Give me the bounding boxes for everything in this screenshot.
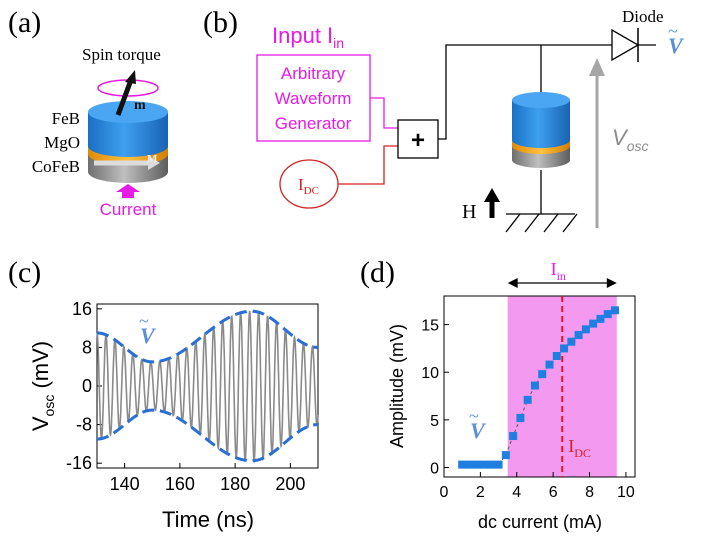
pillar-top xyxy=(88,101,168,123)
m-arrow xyxy=(115,79,134,116)
d-data-point xyxy=(509,432,518,441)
c-vtilde-label: V xyxy=(140,323,157,348)
d-data-point xyxy=(567,337,576,346)
c-xtick-label: 160 xyxy=(165,474,195,494)
circuit-mtj-top xyxy=(512,100,570,148)
d-xtick-label: 10 xyxy=(617,484,635,501)
c-envelope-upper xyxy=(96,309,318,364)
panel-d-chart: 0 2 4 6 8 10 0 5 10 15 Iin IDC V ~ dc current (mA… xyxy=(387,259,636,532)
awg-line-1: Arbitrary xyxy=(281,64,346,83)
d-data-point xyxy=(545,360,554,369)
panel-label-b: (b) xyxy=(203,6,238,39)
svg-text:~: ~ xyxy=(469,406,479,426)
d-data-point xyxy=(552,352,561,361)
adder-box xyxy=(397,119,439,159)
c-oscillation-trace xyxy=(96,310,319,464)
c-xlabel: Time (ns) xyxy=(162,507,254,532)
d-idc-label: IDC xyxy=(568,436,591,460)
current-arrow xyxy=(116,184,140,198)
awg-line-3: Generator xyxy=(275,114,352,133)
awg-wire xyxy=(370,97,398,129)
layer-label-feb: FeB xyxy=(52,109,80,128)
M-arrowhead xyxy=(148,156,160,170)
d-ylabel: Amplitude (mV) xyxy=(387,324,407,448)
d-data-point xyxy=(494,460,503,469)
d-xtick-label: 0 xyxy=(440,484,449,501)
d-data-point xyxy=(610,306,619,315)
adder-plus: + xyxy=(411,127,425,154)
d-ytick-label: 5 xyxy=(430,413,439,430)
svg-text:~: ~ xyxy=(139,311,149,331)
d-data-point xyxy=(501,451,510,460)
c-ytick-label: 0 xyxy=(82,376,92,396)
d-xtick-label: 8 xyxy=(585,484,594,501)
d-data-point xyxy=(574,331,583,340)
d-xtick-label: 2 xyxy=(476,484,485,501)
d-data-point xyxy=(472,460,481,469)
d-xlabel: dc current (mA) xyxy=(478,512,602,532)
c-envelope-lower xyxy=(96,408,318,463)
d-data-point xyxy=(589,319,598,328)
main-wire xyxy=(438,44,612,140)
awg-line-2: Waveform xyxy=(275,89,352,108)
c-ytick-label: -8 xyxy=(76,415,92,435)
d-data-point xyxy=(581,325,590,334)
d-data-point xyxy=(523,395,532,404)
c-ytick-label: 16 xyxy=(72,299,92,319)
layer-label-mgo: MgO xyxy=(44,133,80,152)
awg-box xyxy=(256,54,371,142)
c-ytick-label: -16 xyxy=(66,453,92,473)
vosc-label: Vosc xyxy=(612,125,648,154)
idc-wire xyxy=(338,145,398,185)
d-data-point xyxy=(487,460,496,469)
input-label: Input Iin xyxy=(272,23,344,51)
diode-icon xyxy=(611,28,640,62)
c-xtick-label: 200 xyxy=(275,474,305,494)
d-xtick-label: 6 xyxy=(549,484,558,501)
d-plot-frame xyxy=(443,295,636,478)
d-data-point xyxy=(480,460,489,469)
panel-a-pillar: Spin torque m M Current FeB MgO CoFeB xyxy=(32,45,168,219)
d-xtick-label: 4 xyxy=(512,484,521,501)
idc-source-label: IDC xyxy=(298,175,319,197)
panel-b-circuit: Input Iin Arbitrary Waveform Generator I… xyxy=(256,7,685,233)
panel-c-chart: 140 160 180 200 16 8 0 -8 -16 V ~ Time (ns) Vosc… xyxy=(28,299,319,532)
spin-torque-label: Spin torque xyxy=(82,45,161,64)
c-ylabel: Vosc (mV) xyxy=(28,341,57,431)
M-label: M xyxy=(147,153,158,165)
d-ytick-label: 0 xyxy=(430,460,439,477)
d-ytick-label: 10 xyxy=(421,365,439,382)
vtilde-output: V xyxy=(668,33,685,58)
panel-label-a: (a) xyxy=(8,6,41,39)
idc-source xyxy=(279,159,339,209)
c-xtick-label: 180 xyxy=(220,474,250,494)
m-arrowhead xyxy=(125,70,136,84)
d-data-point xyxy=(530,381,539,390)
layer-label-cofeb: CoFeB xyxy=(32,157,80,176)
d-data-point xyxy=(458,460,467,469)
d-data-point xyxy=(560,344,569,353)
svg-text:~: ~ xyxy=(668,21,678,41)
d-ytick-label: 15 xyxy=(421,318,439,335)
d-data-point xyxy=(596,314,605,323)
panel-label-d: (d) xyxy=(360,256,395,289)
c-xtick-label: 140 xyxy=(110,474,140,494)
h-field-label: H xyxy=(462,201,476,223)
d-data-point xyxy=(516,413,525,422)
feb-layer xyxy=(88,112,168,157)
d-data-point xyxy=(538,370,547,379)
d-iin-label: Iin xyxy=(551,259,566,283)
current-label: Current xyxy=(100,200,157,219)
c-ytick-label: 8 xyxy=(82,337,92,357)
d-data-point xyxy=(465,460,474,469)
d-vtilde-label: V xyxy=(470,418,487,443)
diode-label: Diode xyxy=(622,7,664,26)
m-label: m xyxy=(134,98,146,113)
d-data-point xyxy=(603,310,612,319)
panel-label-c: (c) xyxy=(8,256,41,289)
